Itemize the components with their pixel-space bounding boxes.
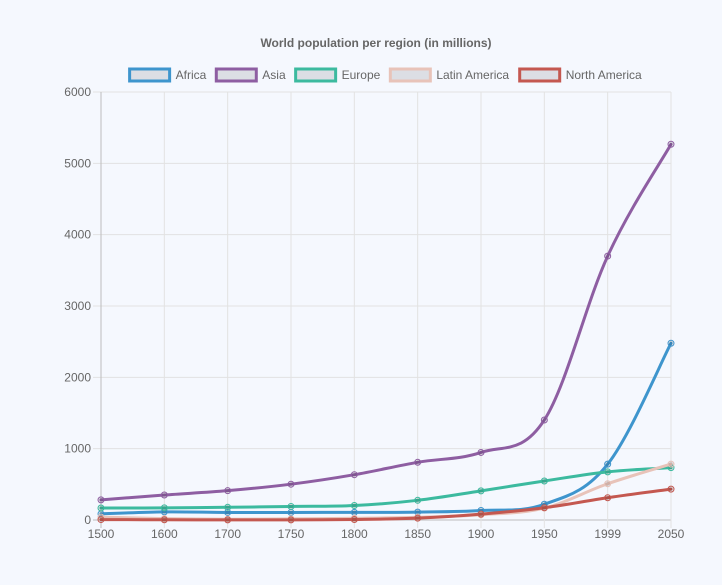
- data-point: [604, 494, 612, 502]
- data-point: [350, 471, 358, 479]
- legend-swatch: [214, 67, 258, 83]
- legend-label: Europe: [342, 68, 381, 82]
- axes: 0 1000 2000 3000 4000 5000 6000 1500 1600 1700 175…: [64, 85, 684, 541]
- legend-swatch: [518, 67, 562, 83]
- data-point: [540, 504, 548, 512]
- series-europe: [97, 464, 675, 512]
- data-point: [477, 510, 485, 518]
- x-tick-label: 1800: [341, 527, 368, 541]
- data-point: [414, 458, 422, 466]
- y-tick-label: 2000: [64, 370, 91, 384]
- data-point: [477, 448, 485, 456]
- series-line: [99, 466, 673, 510]
- data-point: [160, 516, 168, 524]
- data-point: [604, 480, 612, 488]
- data-point: [224, 508, 232, 516]
- legend-swatch: [128, 67, 172, 83]
- x-tick-label: 1500: [88, 527, 115, 541]
- grid: [93, 91, 672, 528]
- x-tick-label: 1950: [531, 527, 558, 541]
- series-north-america: [97, 485, 675, 524]
- data-point: [667, 339, 675, 347]
- data-point: [540, 416, 548, 424]
- series-asia: [97, 140, 675, 504]
- y-tick-label: 0: [84, 513, 91, 527]
- data-point: [350, 516, 358, 524]
- series-line: [99, 487, 673, 522]
- x-tick-label: 1750: [278, 527, 305, 541]
- data-point: [414, 514, 422, 522]
- data-point: [667, 460, 675, 468]
- data-point: [224, 503, 232, 511]
- data-point: [97, 504, 105, 512]
- data-point: [667, 485, 675, 493]
- legend-label: North America: [566, 68, 642, 82]
- data-point: [350, 508, 358, 516]
- legend: Africa Asia Europe Latin America North Ameri…: [128, 67, 642, 83]
- data-point: [604, 252, 612, 260]
- legend-item: Africa: [128, 67, 207, 83]
- series-group: [97, 140, 675, 524]
- chart-title: World population per region (in millions…: [260, 36, 491, 50]
- data-point: [287, 502, 295, 510]
- y-tick-label: 4000: [64, 228, 91, 242]
- legend-item: North America: [518, 67, 642, 83]
- legend-item: Latin America: [388, 67, 509, 83]
- data-point: [287, 508, 295, 516]
- data-point: [604, 460, 612, 468]
- data-point: [540, 477, 548, 485]
- legend-swatch: [294, 67, 338, 83]
- y-tick-label: 3000: [64, 299, 91, 313]
- data-point: [287, 480, 295, 488]
- y-tick-label: 5000: [64, 156, 91, 170]
- legend-item: Europe: [294, 67, 381, 83]
- x-tick-label: 1700: [214, 527, 241, 541]
- data-point: [477, 487, 485, 495]
- y-tick-label: 1000: [64, 442, 91, 456]
- data-point: [604, 468, 612, 476]
- legend-label: Africa: [176, 68, 207, 82]
- data-point: [667, 140, 675, 148]
- x-tick-label: 1900: [468, 527, 495, 541]
- data-point: [414, 496, 422, 504]
- data-point: [97, 496, 105, 504]
- legend-item: Asia: [214, 67, 286, 83]
- data-point: [160, 491, 168, 499]
- legend-label: Asia: [262, 68, 286, 82]
- y-tick-label: 6000: [64, 85, 91, 99]
- series-line: [99, 142, 673, 502]
- data-point: [287, 516, 295, 524]
- x-tick-label: 1850: [404, 527, 431, 541]
- data-point: [350, 502, 358, 510]
- data-point: [224, 487, 232, 495]
- x-tick-label: 1999: [594, 527, 621, 541]
- legend-swatch: [388, 67, 432, 83]
- x-tick-label: 2050: [658, 527, 685, 541]
- data-point: [224, 516, 232, 524]
- data-point: [97, 516, 105, 524]
- series-line: [99, 341, 673, 516]
- legend-label: Latin America: [436, 68, 509, 82]
- x-tick-label: 1600: [151, 527, 178, 541]
- data-point: [160, 504, 168, 512]
